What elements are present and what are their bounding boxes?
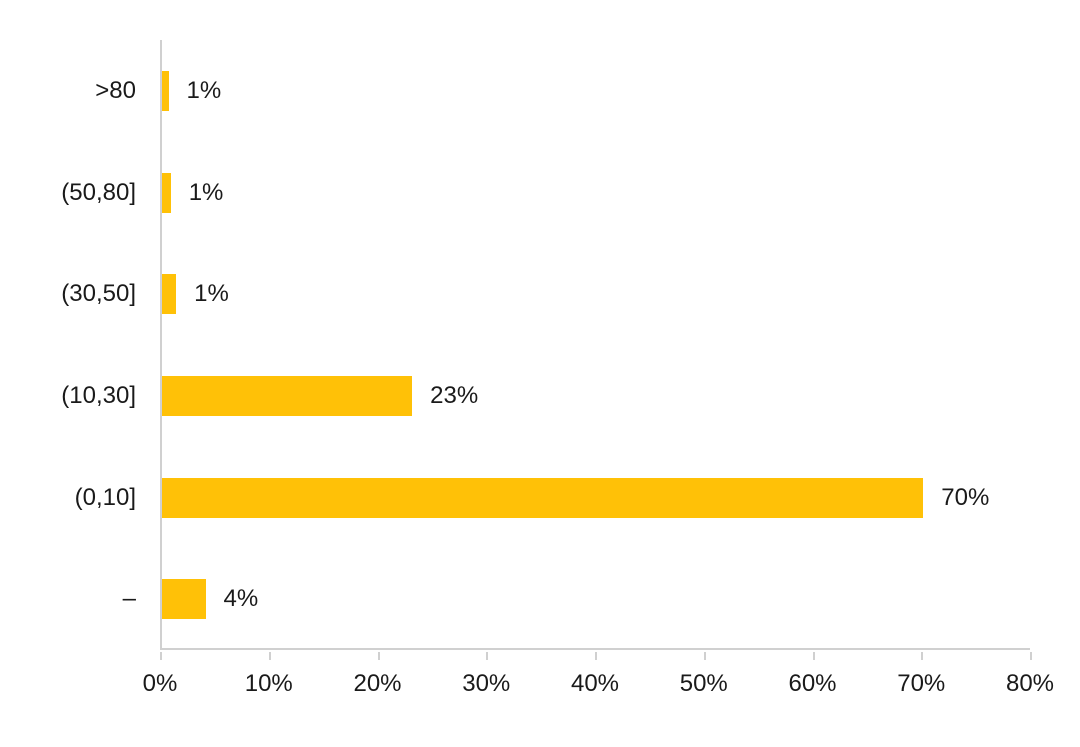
bar-value-label: 1% — [187, 77, 222, 105]
bar-row: 23% — [162, 376, 1030, 416]
x-axis-label: 30% — [462, 670, 510, 698]
bar-row: 1% — [162, 274, 1030, 314]
bar — [162, 173, 171, 213]
bar — [162, 478, 923, 518]
x-axis: 0%10%20%30%40%50%60%70%80% — [160, 652, 1030, 702]
bar — [162, 579, 206, 619]
y-axis-label: (0,10] — [30, 478, 150, 518]
bar-value-label: 1% — [189, 179, 224, 207]
x-axis-label: 10% — [245, 670, 293, 698]
x-axis-label: 80% — [1006, 670, 1054, 698]
x-tick — [1030, 652, 1032, 660]
x-tick — [813, 652, 815, 660]
x-tick — [704, 652, 706, 660]
x-tick — [269, 652, 271, 660]
bar-row: 70% — [162, 478, 1030, 518]
y-axis-label: (10,30] — [30, 376, 150, 416]
x-tick — [378, 652, 380, 660]
x-tick — [160, 652, 162, 660]
bar — [162, 71, 169, 111]
x-tick — [486, 652, 488, 660]
x-axis-label: 20% — [353, 670, 401, 698]
x-tick — [921, 652, 923, 660]
x-tick — [595, 652, 597, 660]
chart-container: 1%1%1%23%70%4% 0%10%20%30%40%50%60%70%80… — [30, 40, 1050, 720]
bar — [162, 274, 176, 314]
plot-area: 1% 1% 1% 23% 70% 4% — [160, 40, 1030, 650]
y-axis-label: (50,80] — [30, 173, 150, 213]
y-axis-label: >80 — [30, 71, 150, 111]
bar-row: 1% — [162, 173, 1030, 213]
x-axis-label: 0% — [143, 670, 178, 698]
bar-value-label: 1% — [194, 280, 229, 308]
bar-row: 4% — [162, 579, 1030, 619]
bar-value-label: 4% — [224, 585, 259, 613]
x-axis-label: 60% — [788, 670, 836, 698]
bar-value-label: 70% — [941, 484, 989, 512]
bar — [162, 376, 412, 416]
x-axis-label: 50% — [680, 670, 728, 698]
y-axis-label: – — [30, 579, 150, 619]
x-axis-label: 40% — [571, 670, 619, 698]
bar-row: 1% — [162, 71, 1030, 111]
bar-value-label: 23% — [430, 382, 478, 410]
y-axis-label: (30,50] — [30, 274, 150, 314]
x-axis-label: 70% — [897, 670, 945, 698]
